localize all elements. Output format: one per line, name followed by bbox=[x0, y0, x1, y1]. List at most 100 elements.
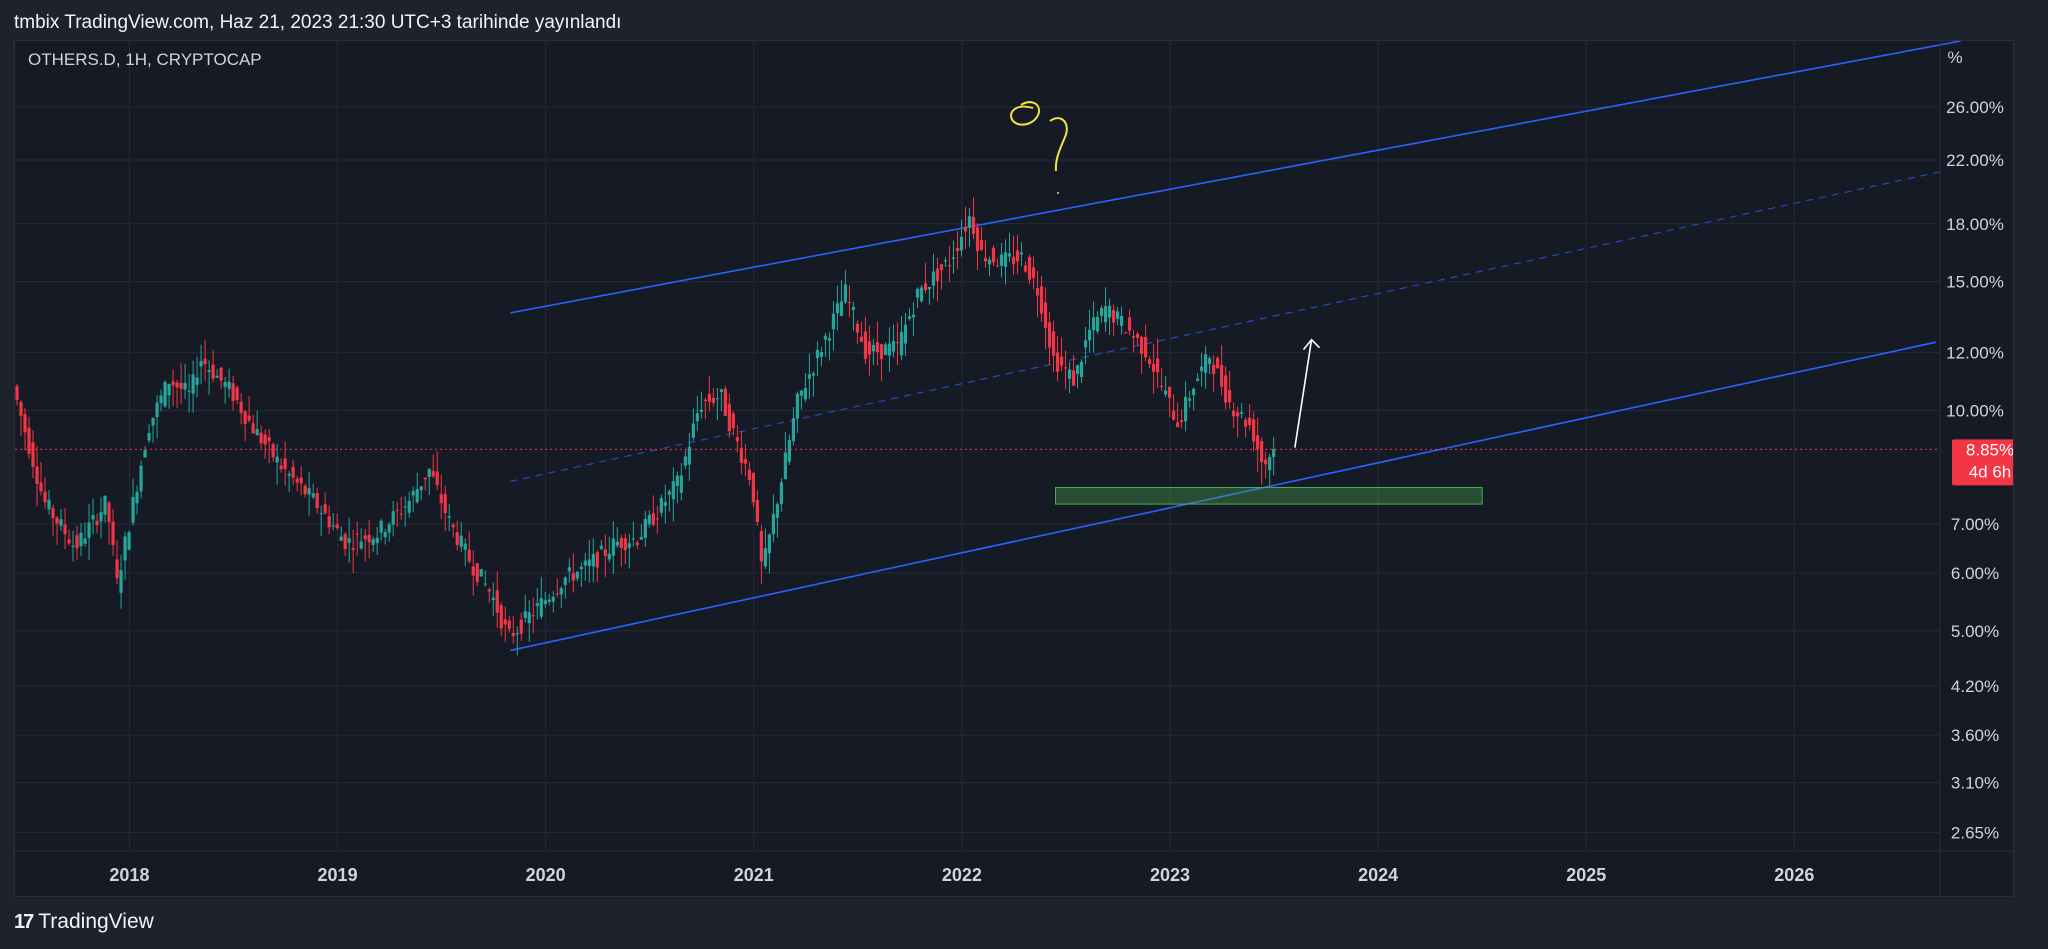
candle-body bbox=[1139, 336, 1144, 354]
candle-body bbox=[435, 471, 439, 485]
candle-body bbox=[919, 287, 924, 302]
candle-body bbox=[595, 552, 599, 568]
candle-body bbox=[1224, 375, 1228, 403]
candle-body bbox=[383, 531, 387, 538]
candle-body bbox=[699, 409, 703, 412]
candle-body bbox=[259, 432, 263, 444]
candle-body bbox=[683, 456, 687, 466]
candle-body bbox=[863, 331, 868, 360]
candle-body bbox=[583, 560, 587, 566]
annotation-dot bbox=[1057, 192, 1059, 194]
candle-body bbox=[927, 286, 932, 290]
candle-body bbox=[807, 374, 812, 379]
candle-body bbox=[15, 386, 19, 400]
candle-body bbox=[867, 341, 872, 355]
candle-body bbox=[1212, 364, 1216, 374]
y-tick-label: 22.00% bbox=[1946, 151, 2004, 170]
candle-body bbox=[1079, 361, 1084, 378]
candle-body bbox=[899, 332, 904, 356]
candle-body bbox=[1051, 331, 1056, 356]
candle-body bbox=[119, 570, 123, 593]
price-chart[interactable]: 8.85% 4d 6h 26.00% 22.00% 18.00% 15.00% 12.00… bbox=[15, 40, 2028, 896]
candle-body bbox=[1083, 340, 1088, 348]
candle-body bbox=[43, 491, 47, 503]
candle-body bbox=[351, 548, 355, 550]
candle-body bbox=[1039, 286, 1044, 314]
candle-body bbox=[291, 466, 295, 478]
candle-body bbox=[63, 524, 67, 535]
candle-body bbox=[223, 382, 227, 387]
candle-body bbox=[451, 524, 455, 528]
candle-body bbox=[499, 605, 503, 629]
candle-body bbox=[471, 566, 475, 576]
y-tick-label: 7.00% bbox=[1951, 515, 1999, 534]
candle-body bbox=[915, 288, 920, 298]
chart-panel[interactable]: 8.85% 4d 6h 26.00% 22.00% 18.00% 15.00% 12.00… bbox=[14, 40, 2028, 897]
candle-body bbox=[667, 491, 671, 495]
candle-body bbox=[551, 596, 555, 602]
candle-body bbox=[1172, 410, 1176, 420]
candle-body bbox=[1127, 317, 1132, 331]
candle-body bbox=[1007, 253, 1012, 257]
candle-body bbox=[991, 247, 996, 263]
tradingview-footer[interactable]: 17 TradingView bbox=[14, 910, 154, 934]
candle-body bbox=[987, 259, 992, 265]
candle-body bbox=[543, 600, 547, 605]
candle-body bbox=[1192, 388, 1196, 395]
candle-body bbox=[1099, 307, 1104, 316]
candle-body bbox=[959, 236, 964, 251]
candle-body bbox=[339, 536, 343, 541]
candle-body bbox=[1027, 256, 1032, 280]
candle-body bbox=[935, 268, 940, 281]
candle-body bbox=[171, 381, 175, 386]
candle-body bbox=[195, 377, 199, 385]
tradingview-logo-icon: 17 bbox=[14, 910, 34, 933]
candle-body bbox=[387, 524, 391, 533]
candle-body bbox=[723, 388, 727, 416]
candle-body bbox=[159, 395, 163, 404]
candle-body bbox=[779, 482, 783, 505]
chart-grid bbox=[15, 41, 1940, 851]
candle-body bbox=[911, 314, 916, 318]
candle-body bbox=[855, 323, 860, 333]
candle-body bbox=[879, 344, 884, 360]
candle-body bbox=[791, 418, 796, 442]
y-tick-label: 6.00% bbox=[1951, 564, 1999, 583]
y-tick-label: 12.00% bbox=[1946, 344, 2004, 363]
candle-body bbox=[1091, 317, 1096, 331]
y-unit-label: % bbox=[1947, 48, 1962, 67]
candle-body bbox=[711, 397, 715, 403]
candle-body bbox=[719, 389, 723, 393]
candle-body bbox=[1087, 329, 1092, 341]
candle-body bbox=[567, 567, 571, 572]
candle-body bbox=[771, 514, 775, 535]
candle-body bbox=[1216, 357, 1220, 369]
candle-body bbox=[1200, 366, 1204, 372]
candle-body bbox=[219, 367, 223, 381]
candle-body bbox=[519, 619, 523, 634]
y-tick-label: 26.00% bbox=[1946, 98, 2004, 117]
candle-body bbox=[1143, 336, 1148, 358]
candle-body bbox=[1115, 311, 1120, 319]
candle-body bbox=[239, 401, 243, 413]
candle-body bbox=[1159, 386, 1164, 388]
candle-body bbox=[675, 475, 679, 486]
candle-body bbox=[1047, 322, 1052, 348]
candle-body bbox=[751, 472, 755, 503]
candle-body bbox=[371, 539, 375, 545]
candle-body bbox=[1248, 417, 1252, 426]
candle-body bbox=[67, 539, 71, 544]
candle-body bbox=[75, 535, 79, 549]
candle-body bbox=[727, 404, 731, 432]
candle-body bbox=[735, 437, 739, 442]
brand-name: TradingView bbox=[38, 910, 154, 933]
candle-body bbox=[671, 481, 675, 500]
candle-body bbox=[787, 439, 792, 462]
candle-body bbox=[651, 513, 655, 525]
candle-body bbox=[87, 522, 91, 538]
candle-body bbox=[827, 338, 832, 341]
candle-body bbox=[895, 342, 900, 344]
candle-body bbox=[479, 569, 483, 577]
candle-body bbox=[1260, 441, 1264, 463]
x-tick-label: 2023 bbox=[1150, 865, 1190, 885]
